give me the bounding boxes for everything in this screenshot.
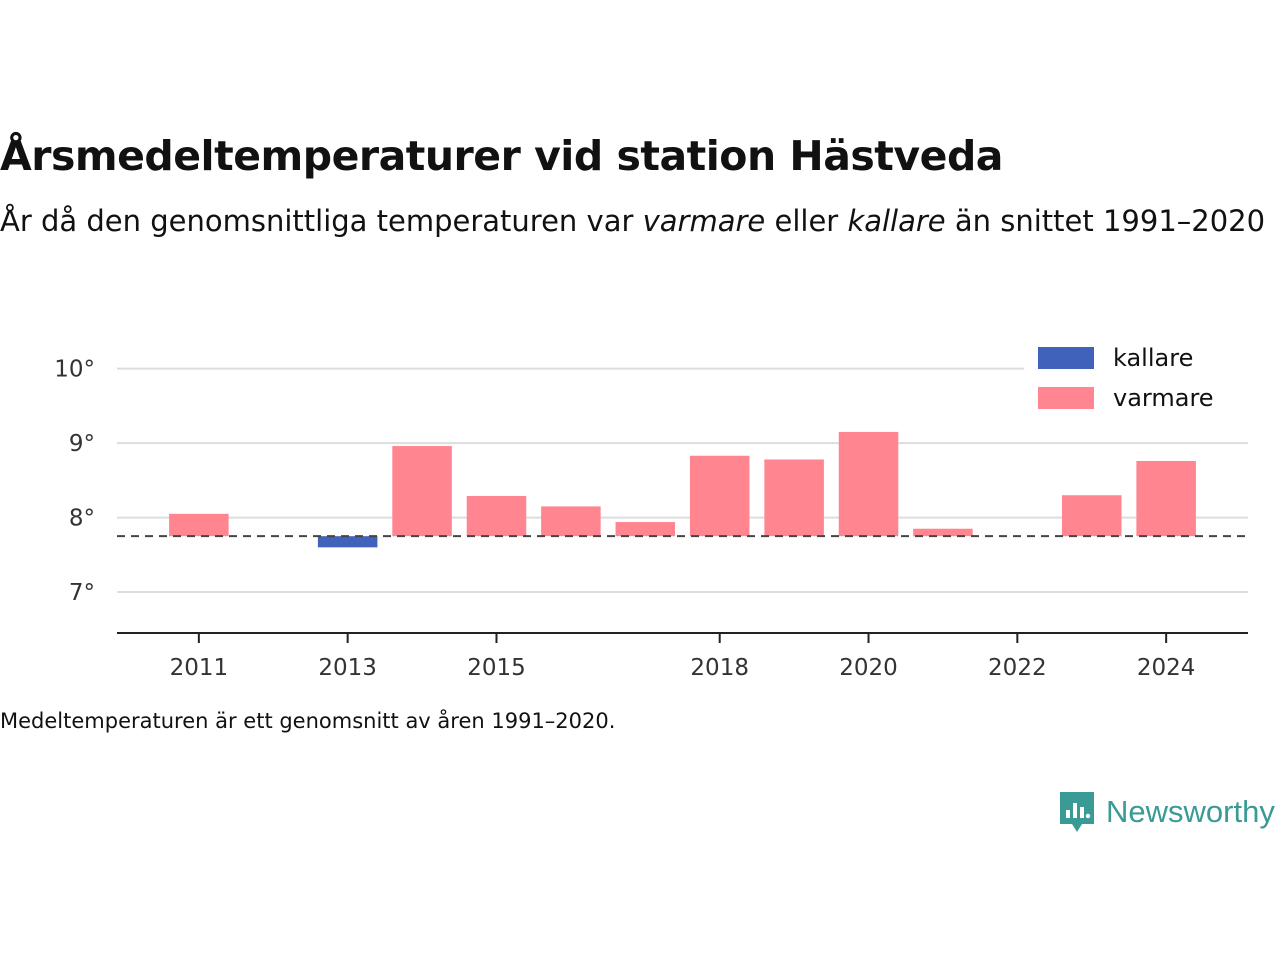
chart-title: Årsmedeltemperaturer vid station Hästved…: [0, 132, 1003, 180]
legend: kallare varmare: [1024, 336, 1254, 424]
subtitle-part3: än snittet 1991–2020: [945, 204, 1266, 238]
bar-2014: [392, 446, 452, 537]
x-tick-label: 2024: [1137, 655, 1196, 681]
y-axis: 7° 8° 9° 10°: [54, 357, 95, 606]
bar-2021: [913, 528, 973, 537]
bar-2013: [317, 536, 378, 548]
bars: [169, 431, 1196, 548]
chart-subtitle: År då den genomsnittliga temperaturen va…: [0, 198, 1270, 244]
legend-swatch-varmare: [1038, 387, 1094, 409]
bar-2016: [541, 506, 601, 537]
y-tick-label: 8°: [69, 506, 95, 532]
x-tick-label: 2020: [839, 655, 898, 681]
bar-chart: 7° 8° 9° 10° 2011 2013 2015 2018 2020 2022 2024 k…: [54, 336, 1254, 681]
bar-2011: [169, 513, 229, 537]
y-tick-label: 9°: [69, 431, 95, 457]
y-tick-label: 7°: [69, 580, 95, 606]
legend-label-varmare: varmare: [1113, 384, 1214, 412]
bar-2020: [838, 431, 899, 537]
bar-2018: [689, 455, 750, 537]
bar-2023: [1061, 495, 1122, 537]
subtitle-part2: eller: [765, 204, 848, 238]
y-tick-label: 10°: [54, 357, 95, 383]
x-tick-label: 2015: [467, 655, 526, 681]
subtitle-part1: År då den genomsnittliga temperaturen va…: [0, 204, 643, 238]
x-tick-label: 2022: [988, 655, 1047, 681]
subtitle-emphasis-warmer: varmare: [642, 204, 766, 238]
footnote: Medeltemperaturen är ett genomsnitt av å…: [0, 709, 616, 733]
x-tick-label: 2011: [170, 655, 229, 681]
bar-2015: [466, 495, 527, 537]
legend-label-kallare: kallare: [1113, 344, 1193, 372]
bar-2017: [615, 522, 676, 537]
x-axis: 2011 2013 2015 2018 2020 2022 2024: [170, 633, 1196, 681]
brand-name: Newsworthy: [1106, 794, 1275, 829]
x-tick-label: 2013: [318, 655, 377, 681]
subtitle-emphasis-colder: kallare: [847, 204, 946, 238]
bar-2024: [1136, 460, 1196, 537]
bar-2019: [764, 459, 824, 537]
legend-swatch-kallare: [1038, 347, 1094, 369]
x-tick-label: 2018: [690, 655, 749, 681]
brand-logo: Newsworthy: [1058, 790, 1275, 834]
newsworthy-logo-icon: [1060, 792, 1094, 832]
